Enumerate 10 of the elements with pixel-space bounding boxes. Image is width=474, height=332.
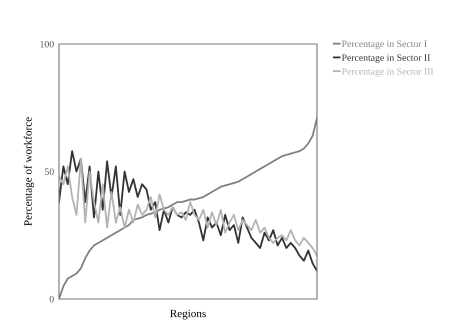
line-series (59, 158, 317, 257)
legend-label: Percentage in Sector I (342, 40, 427, 50)
x-axis-title: Regions (170, 310, 206, 320)
y-tick-label: 100 (40, 40, 54, 48)
line-series (59, 150, 317, 272)
y-tick-label: 0 (50, 296, 54, 302)
y-tick-label: 50 (44, 168, 54, 175)
y-axis-title: Percentage of workforce (24, 117, 34, 226)
legend-label: Percentage in Sector II (342, 54, 430, 63)
legend-label: Percentage in Sector III (342, 68, 434, 77)
